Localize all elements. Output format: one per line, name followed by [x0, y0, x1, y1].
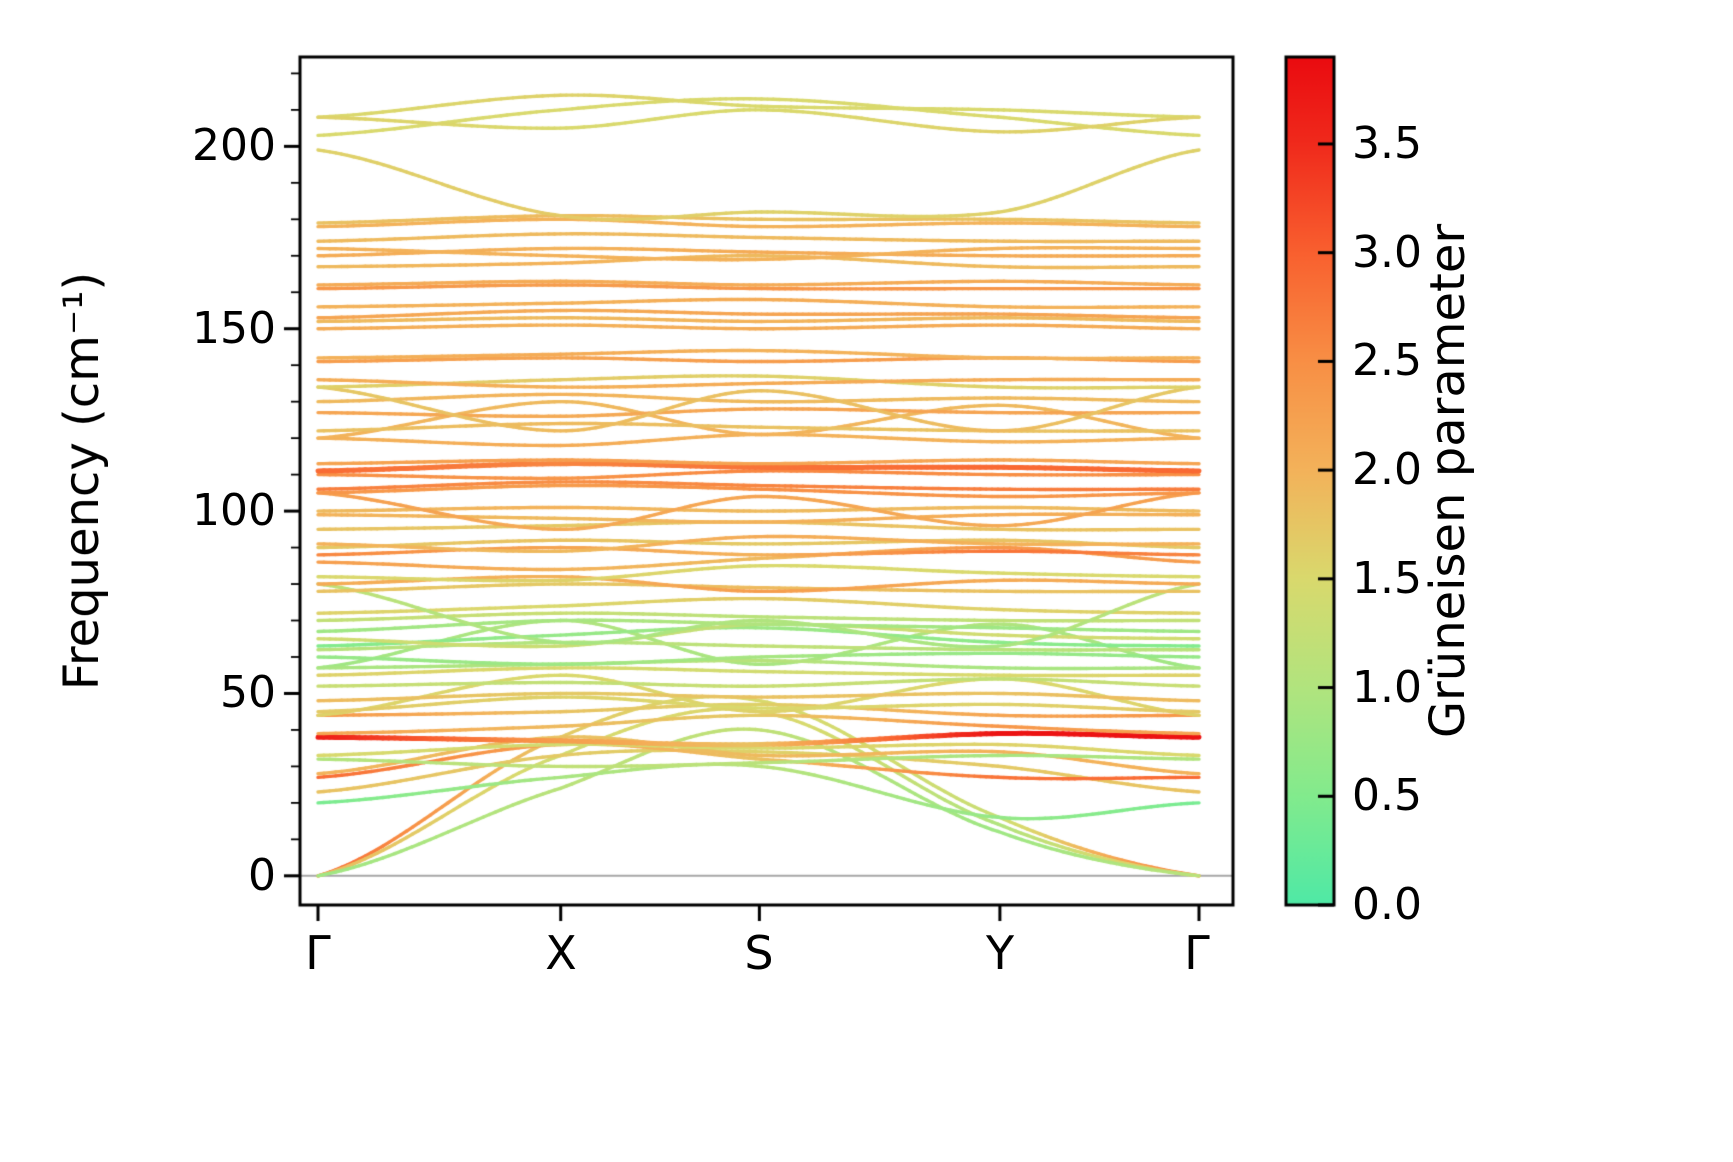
x-tick-gamma-left: Γ	[305, 926, 331, 980]
cb-tick-1.5: 1.5	[1352, 553, 1422, 604]
x-tick-S: S	[744, 926, 774, 980]
cb-tick-3.0: 3.0	[1352, 227, 1422, 278]
y-tick-label-0: 0	[248, 850, 276, 901]
cb-tick-2.0: 2.0	[1352, 444, 1422, 495]
y-tick-label-100: 100	[192, 485, 276, 536]
y-tick-label-150: 150	[192, 303, 276, 354]
cb-tick-0.0: 0.0	[1352, 879, 1422, 930]
x-tick-Y: Y	[985, 926, 1015, 980]
cb-tick-3.5: 3.5	[1352, 118, 1422, 169]
cb-tick-2.5: 2.5	[1352, 335, 1422, 386]
y-axis-label-text: Frequency (cm⁻¹)	[54, 271, 110, 691]
cb-tick-0.5: 0.5	[1352, 770, 1422, 821]
x-tick-X: X	[545, 926, 577, 980]
y-tick-label-200: 200	[192, 120, 276, 171]
colorbar-label-text: Grüneisen parameter	[1420, 223, 1476, 739]
cb-tick-1.0: 1.0	[1352, 662, 1422, 713]
y-tick-label-50: 50	[220, 667, 276, 718]
x-tick-gamma-right: Γ	[1184, 926, 1210, 980]
